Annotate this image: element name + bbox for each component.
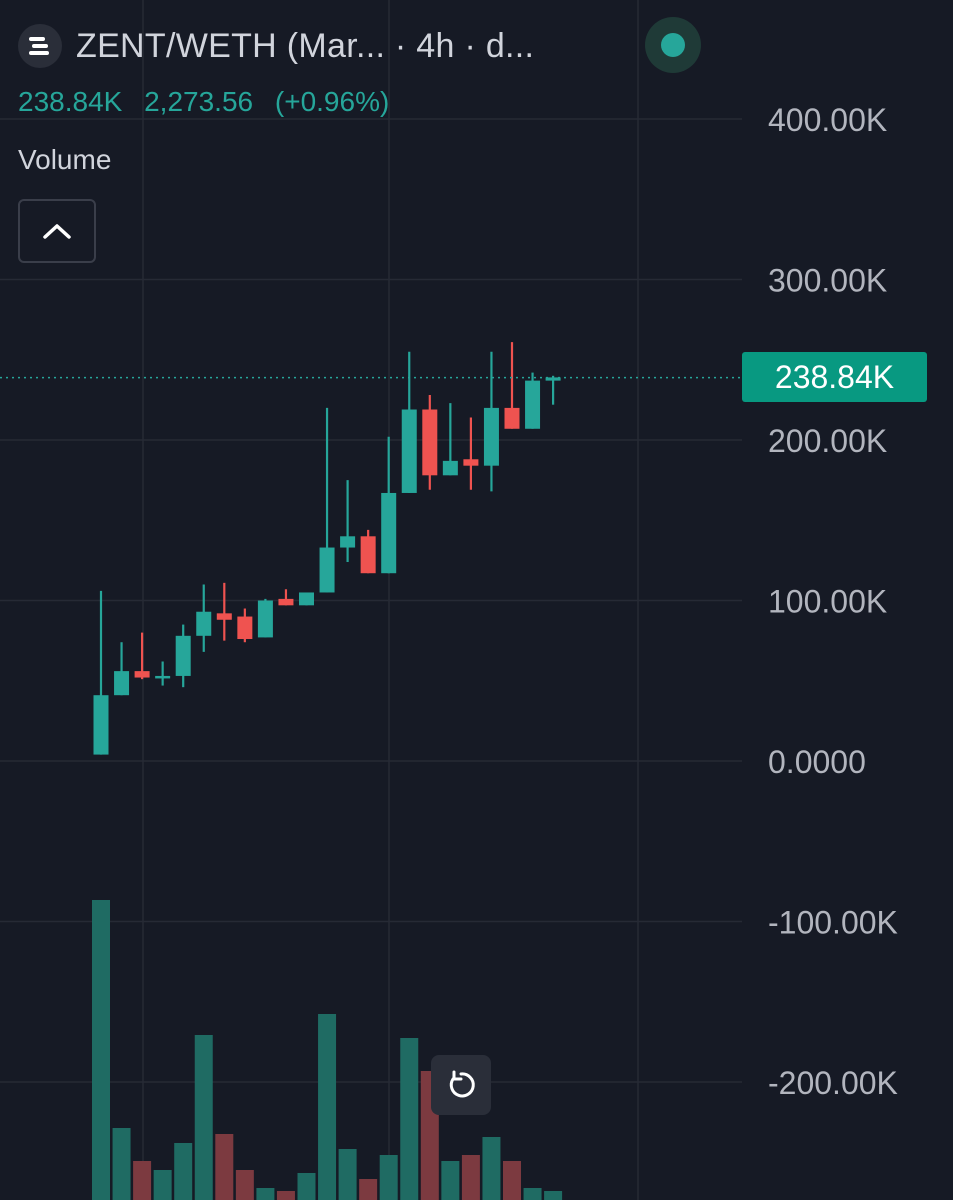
candle-body bbox=[319, 547, 335, 593]
volume-bar bbox=[215, 1134, 234, 1200]
candle bbox=[93, 590, 109, 755]
symbol-title[interactable]: ZENT/WETH (Mar... · 4h · d... bbox=[76, 26, 535, 65]
y-tick-label: 400.00K bbox=[768, 102, 887, 138]
volume-bar bbox=[379, 1155, 398, 1200]
candle bbox=[299, 592, 314, 606]
change-value: (+0.96%) bbox=[274, 86, 390, 117]
candle-body bbox=[175, 635, 191, 676]
candle-body bbox=[340, 536, 356, 548]
candle bbox=[381, 436, 397, 574]
volume-bar bbox=[276, 1191, 295, 1200]
candle-body bbox=[196, 611, 212, 636]
y-axis[interactable]: 400.00K 300.00K 200.00K 100.00K 0.0000 -100.0… bbox=[768, 102, 898, 1101]
volume-bar bbox=[461, 1155, 480, 1200]
candle bbox=[278, 589, 294, 606]
candle-body bbox=[216, 613, 232, 620]
volume-label[interactable]: Volume bbox=[18, 144, 112, 175]
volume-bar bbox=[235, 1170, 254, 1200]
volume-bar bbox=[174, 1143, 193, 1200]
candle bbox=[340, 480, 356, 562]
candle-body bbox=[442, 460, 458, 476]
candle-body bbox=[422, 409, 438, 476]
volume-bar bbox=[441, 1161, 460, 1200]
reset-chart-button[interactable] bbox=[431, 1055, 491, 1115]
candle-body bbox=[93, 695, 109, 755]
volume-bar bbox=[544, 1191, 563, 1200]
candle bbox=[155, 661, 171, 686]
volume-bar bbox=[133, 1161, 152, 1200]
grid bbox=[0, 0, 742, 1200]
y-tick-label: 0.0000 bbox=[768, 744, 866, 780]
candle-body bbox=[299, 592, 314, 606]
candle-body bbox=[155, 675, 171, 679]
candle bbox=[463, 417, 479, 490]
candle bbox=[525, 372, 541, 429]
candle-body bbox=[360, 536, 376, 574]
candle-body bbox=[504, 407, 520, 429]
volume-bar bbox=[318, 1014, 337, 1200]
candle-body bbox=[134, 671, 150, 678]
volume-bars bbox=[92, 900, 563, 1200]
candle-body bbox=[237, 616, 253, 640]
candle-body bbox=[257, 600, 273, 638]
legend-values: 238.84K 2,273.56 (+0.96%) bbox=[18, 86, 403, 118]
candle-body bbox=[278, 598, 294, 606]
candle bbox=[216, 582, 232, 641]
y-tick-label: 200.00K bbox=[768, 423, 887, 459]
volume-bar bbox=[297, 1173, 316, 1200]
volume-bar bbox=[482, 1137, 501, 1200]
candle bbox=[422, 395, 438, 490]
candle bbox=[483, 351, 499, 492]
volume-bar bbox=[153, 1170, 172, 1200]
reset-icon bbox=[449, 1070, 475, 1098]
y-tick-label: 100.00K bbox=[768, 584, 887, 620]
y-tick-label: -100.00K bbox=[768, 905, 898, 941]
candle bbox=[237, 608, 253, 643]
candle-body bbox=[463, 459, 479, 466]
y-tick-label: -200.00K bbox=[768, 1065, 898, 1101]
candle bbox=[114, 642, 130, 696]
volume-bar bbox=[359, 1179, 378, 1200]
market-status-indicator[interactable] bbox=[645, 17, 701, 73]
last-value: 238.84K bbox=[18, 86, 123, 117]
candle-body bbox=[114, 671, 130, 696]
candle bbox=[319, 407, 335, 593]
candle-body bbox=[525, 380, 541, 429]
chevron-up-icon bbox=[43, 224, 71, 239]
candle-body bbox=[483, 407, 499, 466]
candle bbox=[360, 529, 376, 574]
chart-header: ZENT/WETH (Mar... · 4h · d... bbox=[18, 22, 534, 70]
y-tick-label: 300.00K bbox=[768, 263, 887, 299]
candles bbox=[93, 342, 561, 755]
collapse-button[interactable] bbox=[18, 199, 96, 263]
candle bbox=[196, 584, 212, 652]
candle-body bbox=[401, 409, 417, 493]
candle-body bbox=[545, 377, 561, 381]
candle bbox=[442, 403, 458, 476]
volume-bar bbox=[92, 900, 110, 1200]
candle bbox=[134, 632, 150, 680]
volume-bar bbox=[503, 1161, 521, 1200]
price-value: 2,273.56 bbox=[144, 86, 254, 117]
candle bbox=[257, 598, 273, 638]
volume-bar bbox=[400, 1038, 419, 1200]
status-dot-icon bbox=[661, 33, 685, 57]
volume-bar bbox=[112, 1128, 131, 1200]
candle bbox=[401, 351, 417, 493]
candle bbox=[545, 375, 561, 405]
volume-bar bbox=[338, 1149, 357, 1200]
candle-body bbox=[381, 492, 397, 574]
volume-bar bbox=[256, 1188, 275, 1200]
volume-bar bbox=[194, 1035, 213, 1200]
candle bbox=[175, 624, 191, 688]
zent-logo-icon bbox=[18, 24, 62, 68]
volume-bar bbox=[523, 1188, 542, 1200]
candle bbox=[504, 342, 520, 429]
last-price-tag: 238.84K bbox=[742, 352, 927, 402]
